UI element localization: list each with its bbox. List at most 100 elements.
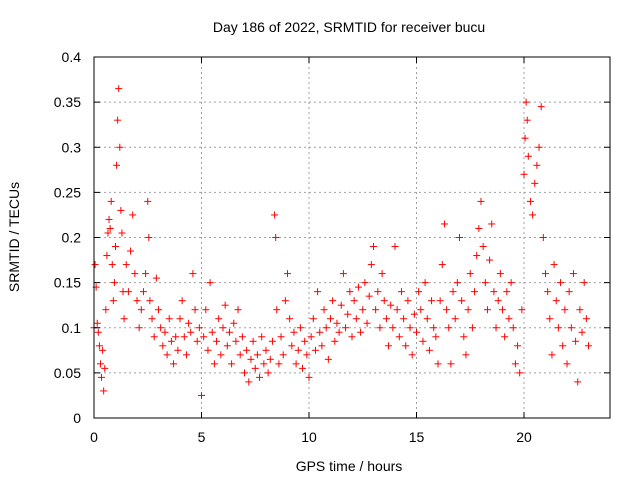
data-point	[314, 288, 322, 296]
data-point	[516, 369, 524, 377]
data-point	[391, 243, 399, 251]
data-point	[129, 211, 137, 219]
data-point	[98, 373, 106, 381]
data-point	[496, 270, 504, 278]
y-tick-label: 0.4	[62, 49, 82, 65]
data-point	[514, 342, 522, 350]
data-point	[108, 261, 116, 269]
chart-title: Day 186 of 2022, SRMTID for receiver buc…	[213, 19, 485, 35]
data-point	[221, 301, 229, 309]
data-point	[428, 297, 436, 305]
data-point	[335, 328, 343, 336]
data-point	[210, 360, 218, 368]
data-point	[376, 324, 384, 332]
data-point	[400, 315, 408, 323]
data-point	[490, 288, 498, 296]
data-point	[176, 315, 184, 323]
y-tick-label: 0.1	[62, 320, 82, 336]
data-point	[148, 315, 156, 323]
data-point	[404, 297, 412, 305]
data-point	[350, 297, 358, 305]
data-point	[152, 274, 160, 282]
data-point	[249, 337, 257, 345]
data-point	[346, 288, 354, 296]
data-point	[113, 161, 121, 169]
data-point	[505, 315, 513, 323]
data-point	[333, 319, 341, 327]
data-point	[122, 261, 130, 269]
data-point	[471, 288, 479, 296]
data-point	[535, 143, 543, 151]
data-point	[329, 297, 337, 305]
data-point	[172, 333, 180, 341]
data-point	[372, 306, 380, 314]
data-point	[309, 315, 317, 323]
x-tick-label: 10	[301, 429, 317, 445]
data-point	[275, 360, 283, 368]
data-point	[109, 297, 117, 305]
data-point	[432, 333, 440, 341]
data-point	[146, 297, 154, 305]
y-tick-label: 0.2	[62, 230, 82, 246]
data-point	[488, 220, 496, 228]
data-point	[292, 360, 300, 368]
data-point	[443, 306, 451, 314]
data-point	[367, 261, 375, 269]
data-point	[296, 324, 304, 332]
data-point	[103, 252, 111, 260]
data-point	[582, 315, 590, 323]
data-point	[157, 324, 165, 332]
data-point	[187, 328, 195, 336]
data-point	[359, 306, 367, 314]
data-point	[526, 197, 534, 205]
data-point	[344, 310, 352, 318]
data-point	[324, 355, 332, 363]
data-point	[523, 116, 531, 124]
data-point	[533, 161, 541, 169]
data-point	[445, 324, 453, 332]
data-point	[522, 98, 530, 106]
data-point	[95, 342, 103, 350]
data-point	[163, 351, 171, 359]
data-point	[139, 288, 147, 296]
data-point	[145, 234, 153, 241]
data-point	[101, 364, 109, 372]
data-point	[273, 306, 281, 314]
data-point	[195, 324, 203, 332]
data-point	[320, 306, 328, 314]
data-point	[342, 324, 350, 332]
data-point	[511, 360, 519, 368]
data-point	[363, 319, 371, 327]
data-point	[585, 342, 592, 350]
data-point	[501, 333, 509, 341]
data-point	[440, 220, 448, 228]
data-point	[415, 288, 423, 296]
data-point	[100, 387, 108, 395]
data-point	[234, 306, 242, 314]
x-tick-label: 5	[198, 429, 206, 445]
data-point	[548, 351, 556, 359]
data-point	[99, 346, 107, 354]
data-point	[225, 328, 233, 336]
data-point	[110, 279, 118, 287]
data-point	[193, 337, 201, 345]
data-point	[135, 324, 143, 332]
data-point	[311, 346, 319, 354]
data-point	[466, 270, 474, 278]
data-point	[228, 360, 236, 368]
data-point	[559, 342, 567, 350]
data-point	[374, 288, 382, 296]
data-point	[93, 319, 101, 327]
y-tick-label: 0.25	[54, 184, 81, 200]
data-point	[419, 337, 427, 345]
data-point	[170, 360, 178, 368]
data-point	[438, 261, 446, 269]
data-point	[318, 342, 326, 350]
data-point	[174, 346, 182, 354]
data-point	[554, 324, 562, 332]
data-point	[499, 306, 506, 314]
data-point	[204, 346, 212, 354]
data-point	[243, 346, 251, 354]
data-point	[479, 243, 487, 251]
data-point	[262, 346, 270, 354]
